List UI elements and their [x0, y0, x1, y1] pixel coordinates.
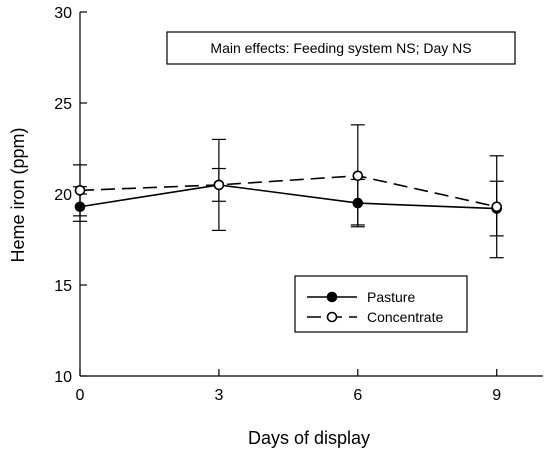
x-tick-label: 6	[353, 387, 362, 404]
data-point	[352, 170, 364, 182]
y-tick-label: 20	[54, 187, 72, 204]
x-tick-label: 9	[492, 387, 501, 404]
legend-marker-concentrate	[326, 311, 338, 323]
series-line-group-concentrate	[79, 174, 497, 208]
annotation-box: Main effects: Feeding system NS; Day NS	[166, 31, 516, 65]
series-markers-concentrate	[74, 170, 503, 213]
y-tick-label: 15	[54, 278, 72, 295]
series-line	[79, 184, 497, 210]
legend-marker-pasture	[326, 291, 338, 303]
legend-frame	[294, 275, 468, 333]
data-point	[213, 179, 225, 191]
data-point	[74, 201, 86, 213]
legend-label-pasture: Pasture	[367, 289, 415, 305]
data-point	[491, 201, 503, 213]
annotation-frame	[166, 31, 516, 65]
y-axis-title: Heme iron (ppm)	[8, 127, 28, 262]
series-layer	[73, 124, 504, 259]
series-line-group-pasture	[79, 184, 497, 210]
data-point	[352, 197, 364, 209]
data-point	[74, 185, 86, 196]
y-tick-label: 30	[54, 5, 72, 22]
x-axis-title: Days of display	[248, 428, 370, 448]
series-line	[79, 174, 497, 208]
series-concentrate	[73, 124, 504, 237]
y-tick-label: 10	[54, 369, 72, 386]
legend: Pasture Concentrate	[294, 275, 468, 333]
x-tick-label: 0	[76, 387, 85, 404]
axes: 10 15 20 25 30 0 3 6 9	[54, 5, 543, 404]
x-tick-label: 3	[214, 387, 223, 404]
series-pasture	[73, 138, 504, 259]
y-tick-label: 25	[54, 96, 72, 113]
legend-label-concentrate: Concentrate	[367, 309, 443, 325]
annotation-text: Main effects: Feeding system NS; Day NS	[210, 40, 471, 56]
